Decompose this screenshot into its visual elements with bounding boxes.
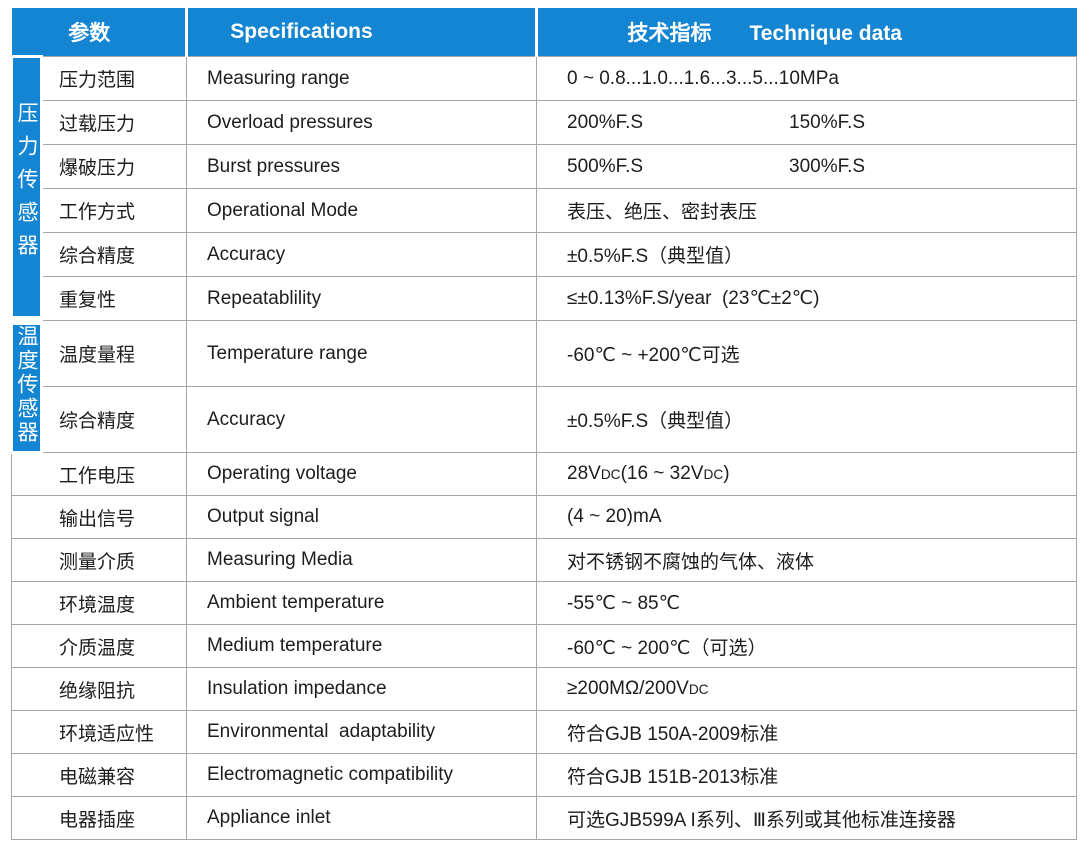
- param-cell: 绝缘阻抗: [11, 667, 187, 711]
- value-cell: ≥200MΩ/200VDC: [536, 667, 1077, 711]
- table-row: 重复性 Repeatablility ≤±0.13%F.S/year (23℃±…: [12, 276, 1077, 321]
- spec-cell: Ambient temperature: [186, 581, 537, 625]
- param-cell: 综合精度: [41, 232, 187, 277]
- param-cell: 工作电压: [11, 452, 187, 496]
- spec-cell: Measuring range: [186, 56, 537, 101]
- value-primary: 500%F.S: [567, 155, 644, 177]
- value-cell: ≤±0.13%F.S/year (23℃±2℃): [536, 276, 1077, 321]
- spec-cell: Environmental adaptability: [186, 710, 537, 754]
- header-specifications: Specifications: [185, 8, 537, 57]
- param-cell: 过载压力: [41, 100, 187, 145]
- param-cell: 综合精度: [41, 386, 187, 453]
- value-cell: 符合GJB 151B-2013标准: [536, 753, 1077, 797]
- param-cell: 温度量程: [41, 320, 187, 387]
- param-cell: 电器插座: [11, 796, 187, 840]
- value-part: ): [723, 463, 730, 484]
- param-cell: 压力范围: [41, 56, 187, 101]
- table-row: 爆破压力 Burst pressures 500%F.S 300%F.S: [12, 144, 1077, 189]
- table-row: 综合精度 Accuracy ±0.5%F.S（典型值）: [12, 386, 1077, 453]
- value-cell: 可选GJB599A I系列、Ⅲ系列或其他标准连接器: [536, 796, 1077, 840]
- spec-cell: Appliance inlet: [186, 796, 537, 840]
- table-row: 过载压力 Overload pressures 200%F.S 150%F.S: [12, 100, 1077, 145]
- param-cell: 重复性: [41, 276, 187, 321]
- param-cell: 工作方式: [41, 188, 187, 233]
- table-row: 环境适应性 Environmental adaptability 符合GJB 1…: [11, 710, 1077, 754]
- table-row: 综合精度 Accuracy ±0.5%F.S（典型值）: [12, 232, 1077, 277]
- value-cell: ±0.5%F.S（典型值）: [536, 232, 1077, 277]
- spec-cell: Insulation impedance: [186, 667, 537, 711]
- value-cell: 28VDC(16 ~ 32VDC): [536, 452, 1077, 496]
- header-param: 参数: [11, 8, 187, 57]
- value-cell: 500%F.S 300%F.S: [536, 144, 1077, 189]
- spec-cell: Measuring Media: [186, 538, 537, 582]
- pressure-sensor-vertical-label: 压力传感器: [15, 101, 38, 267]
- param-cell: 电磁兼容: [11, 753, 187, 797]
- spec-cell: Repeatablility: [186, 276, 537, 321]
- spec-cell: Temperature range: [186, 320, 537, 387]
- table-row: 工作方式 Operational Mode 表压、绝压、密封表压: [12, 188, 1077, 233]
- temperature-sensor-vertical-label: 温度传感器: [15, 325, 38, 445]
- value-cell: 200%F.S 150%F.S: [536, 100, 1077, 145]
- value-cell: 符合GJB 150A-2009标准: [536, 710, 1077, 754]
- spec-cell: Accuracy: [186, 232, 537, 277]
- header-row: 参数 Specifications 技术指标 Technique data: [11, 8, 1077, 57]
- value-part-subscript: DC: [703, 467, 724, 482]
- value-secondary: 150%F.S: [789, 111, 866, 133]
- param-cell: 测量介质: [11, 538, 187, 582]
- value-part-subscript: DC: [600, 467, 621, 482]
- table-row: 工作电压 Operating voltage 28VDC(16 ~ 32VDC): [11, 452, 1077, 496]
- header-technique-data: 技术指标 Technique data: [535, 8, 1077, 57]
- param-cell: 介质温度: [11, 624, 187, 668]
- group-label-pressure-sensor: 压力传感器: [10, 55, 43, 325]
- table-row: 电器插座 Appliance inlet 可选GJB599A I系列、Ⅲ系列或其…: [11, 796, 1077, 840]
- value-secondary: 300%F.S: [789, 155, 866, 177]
- param-cell: 爆破压力: [41, 144, 187, 189]
- spec-cell: Burst pressures: [186, 144, 537, 189]
- value-cell: 表压、绝压、密封表压: [536, 188, 1077, 233]
- value-cell: -55℃ ~ 85℃: [536, 581, 1077, 625]
- group-label-temperature-sensor: 温度传感器: [10, 319, 43, 454]
- param-cell: 环境温度: [11, 581, 187, 625]
- header-technique-en: Technique data: [749, 22, 902, 45]
- spec-table: 参数 Specifications 技术指标 Technique data 压力传…: [10, 8, 1077, 840]
- param-cell: 输出信号: [11, 495, 187, 539]
- table-row: 介质温度 Medium temperature -60℃ ~ 200℃（可选）: [11, 624, 1077, 668]
- header-technique-zh: 技术指标: [627, 22, 712, 45]
- value-part: 28V: [567, 463, 601, 484]
- table-row: 输出信号 Output signal (4 ~ 20)mA: [11, 495, 1077, 539]
- table-row: 压力传感器 压力范围 Measuring range 0 ~ 0.8...1.0…: [10, 55, 1077, 325]
- table-row: 电磁兼容 Electromagnetic compatibility 符合GJB…: [11, 753, 1077, 797]
- table-row: 环境温度 Ambient temperature -55℃ ~ 85℃: [11, 581, 1077, 625]
- table-row: 绝缘阻抗 Insulation impedance ≥200MΩ/200VDC: [11, 667, 1077, 711]
- value-primary: 200%F.S: [567, 111, 644, 133]
- spec-cell: Electromagnetic compatibility: [186, 753, 537, 797]
- spec-cell: Output signal: [186, 495, 537, 539]
- value-part-subscript: DC: [688, 682, 709, 697]
- value-cell: -60℃ ~ +200℃可选: [536, 320, 1077, 387]
- table-row: 测量介质 Measuring Media 对不锈钢不腐蚀的气体、液体: [11, 538, 1077, 582]
- spec-cell: Operational Mode: [186, 188, 537, 233]
- value-cell: -60℃ ~ 200℃（可选）: [536, 624, 1077, 668]
- param-cell: 环境适应性: [11, 710, 187, 754]
- spec-cell: Medium temperature: [186, 624, 537, 668]
- value-part: ≥200MΩ/200V: [567, 678, 689, 699]
- spec-cell: Operating voltage: [186, 452, 537, 496]
- spec-cell: Overload pressures: [186, 100, 537, 145]
- value-cell: ±0.5%F.S（典型值）: [536, 386, 1077, 453]
- value-cell: 对不锈钢不腐蚀的气体、液体: [536, 538, 1077, 582]
- value-cell: 0 ~ 0.8...1.0...1.6...3...5...10MPa: [536, 56, 1077, 101]
- spec-cell: Accuracy: [186, 386, 537, 453]
- value-cell: (4 ~ 20)mA: [536, 495, 1077, 539]
- value-part: (16 ~ 32V: [620, 463, 704, 484]
- table-row: 温度传感器 温度量程 Temperature range -60℃ ~ +200…: [10, 319, 1077, 454]
